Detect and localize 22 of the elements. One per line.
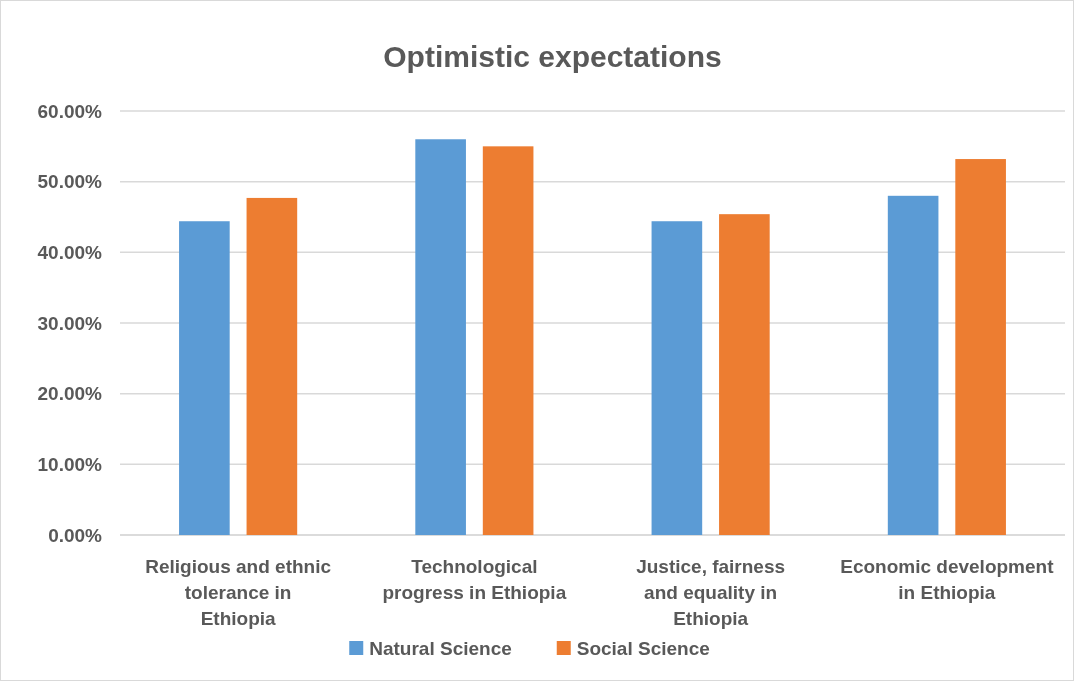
chart-title: Optimistic expectations: [383, 40, 722, 73]
bar: [415, 139, 466, 535]
x-tick-label: Technological progress in Ethiopia: [382, 556, 567, 603]
bar: [719, 214, 770, 535]
x-tick-label: Economic development in Ethiopia: [840, 556, 1055, 603]
bar: [179, 221, 230, 535]
y-tick-label: 30.00%: [37, 312, 103, 334]
bar: [482, 146, 534, 535]
y-tick-label: 10.00%: [37, 453, 103, 475]
bar: [955, 159, 1006, 535]
y-tick-label: 50.00%: [37, 171, 103, 193]
y-tick-label: 0.00%: [48, 524, 103, 546]
bar: [651, 221, 703, 535]
y-tick-label: 60.00%: [37, 100, 103, 122]
legend-label: Social Science: [576, 637, 710, 659]
x-tick-label: Justice, fairness and equality in Ethiopia: [636, 556, 786, 629]
y-tick-label: 40.00%: [37, 241, 103, 263]
x-tick-label: Religious and ethnic tolerance in Ethiopia: [145, 556, 332, 629]
bar: [887, 195, 939, 535]
legend-label: Natural Science: [369, 637, 512, 659]
bar: [246, 197, 298, 535]
y-tick-label: 20.00%: [37, 383, 103, 405]
